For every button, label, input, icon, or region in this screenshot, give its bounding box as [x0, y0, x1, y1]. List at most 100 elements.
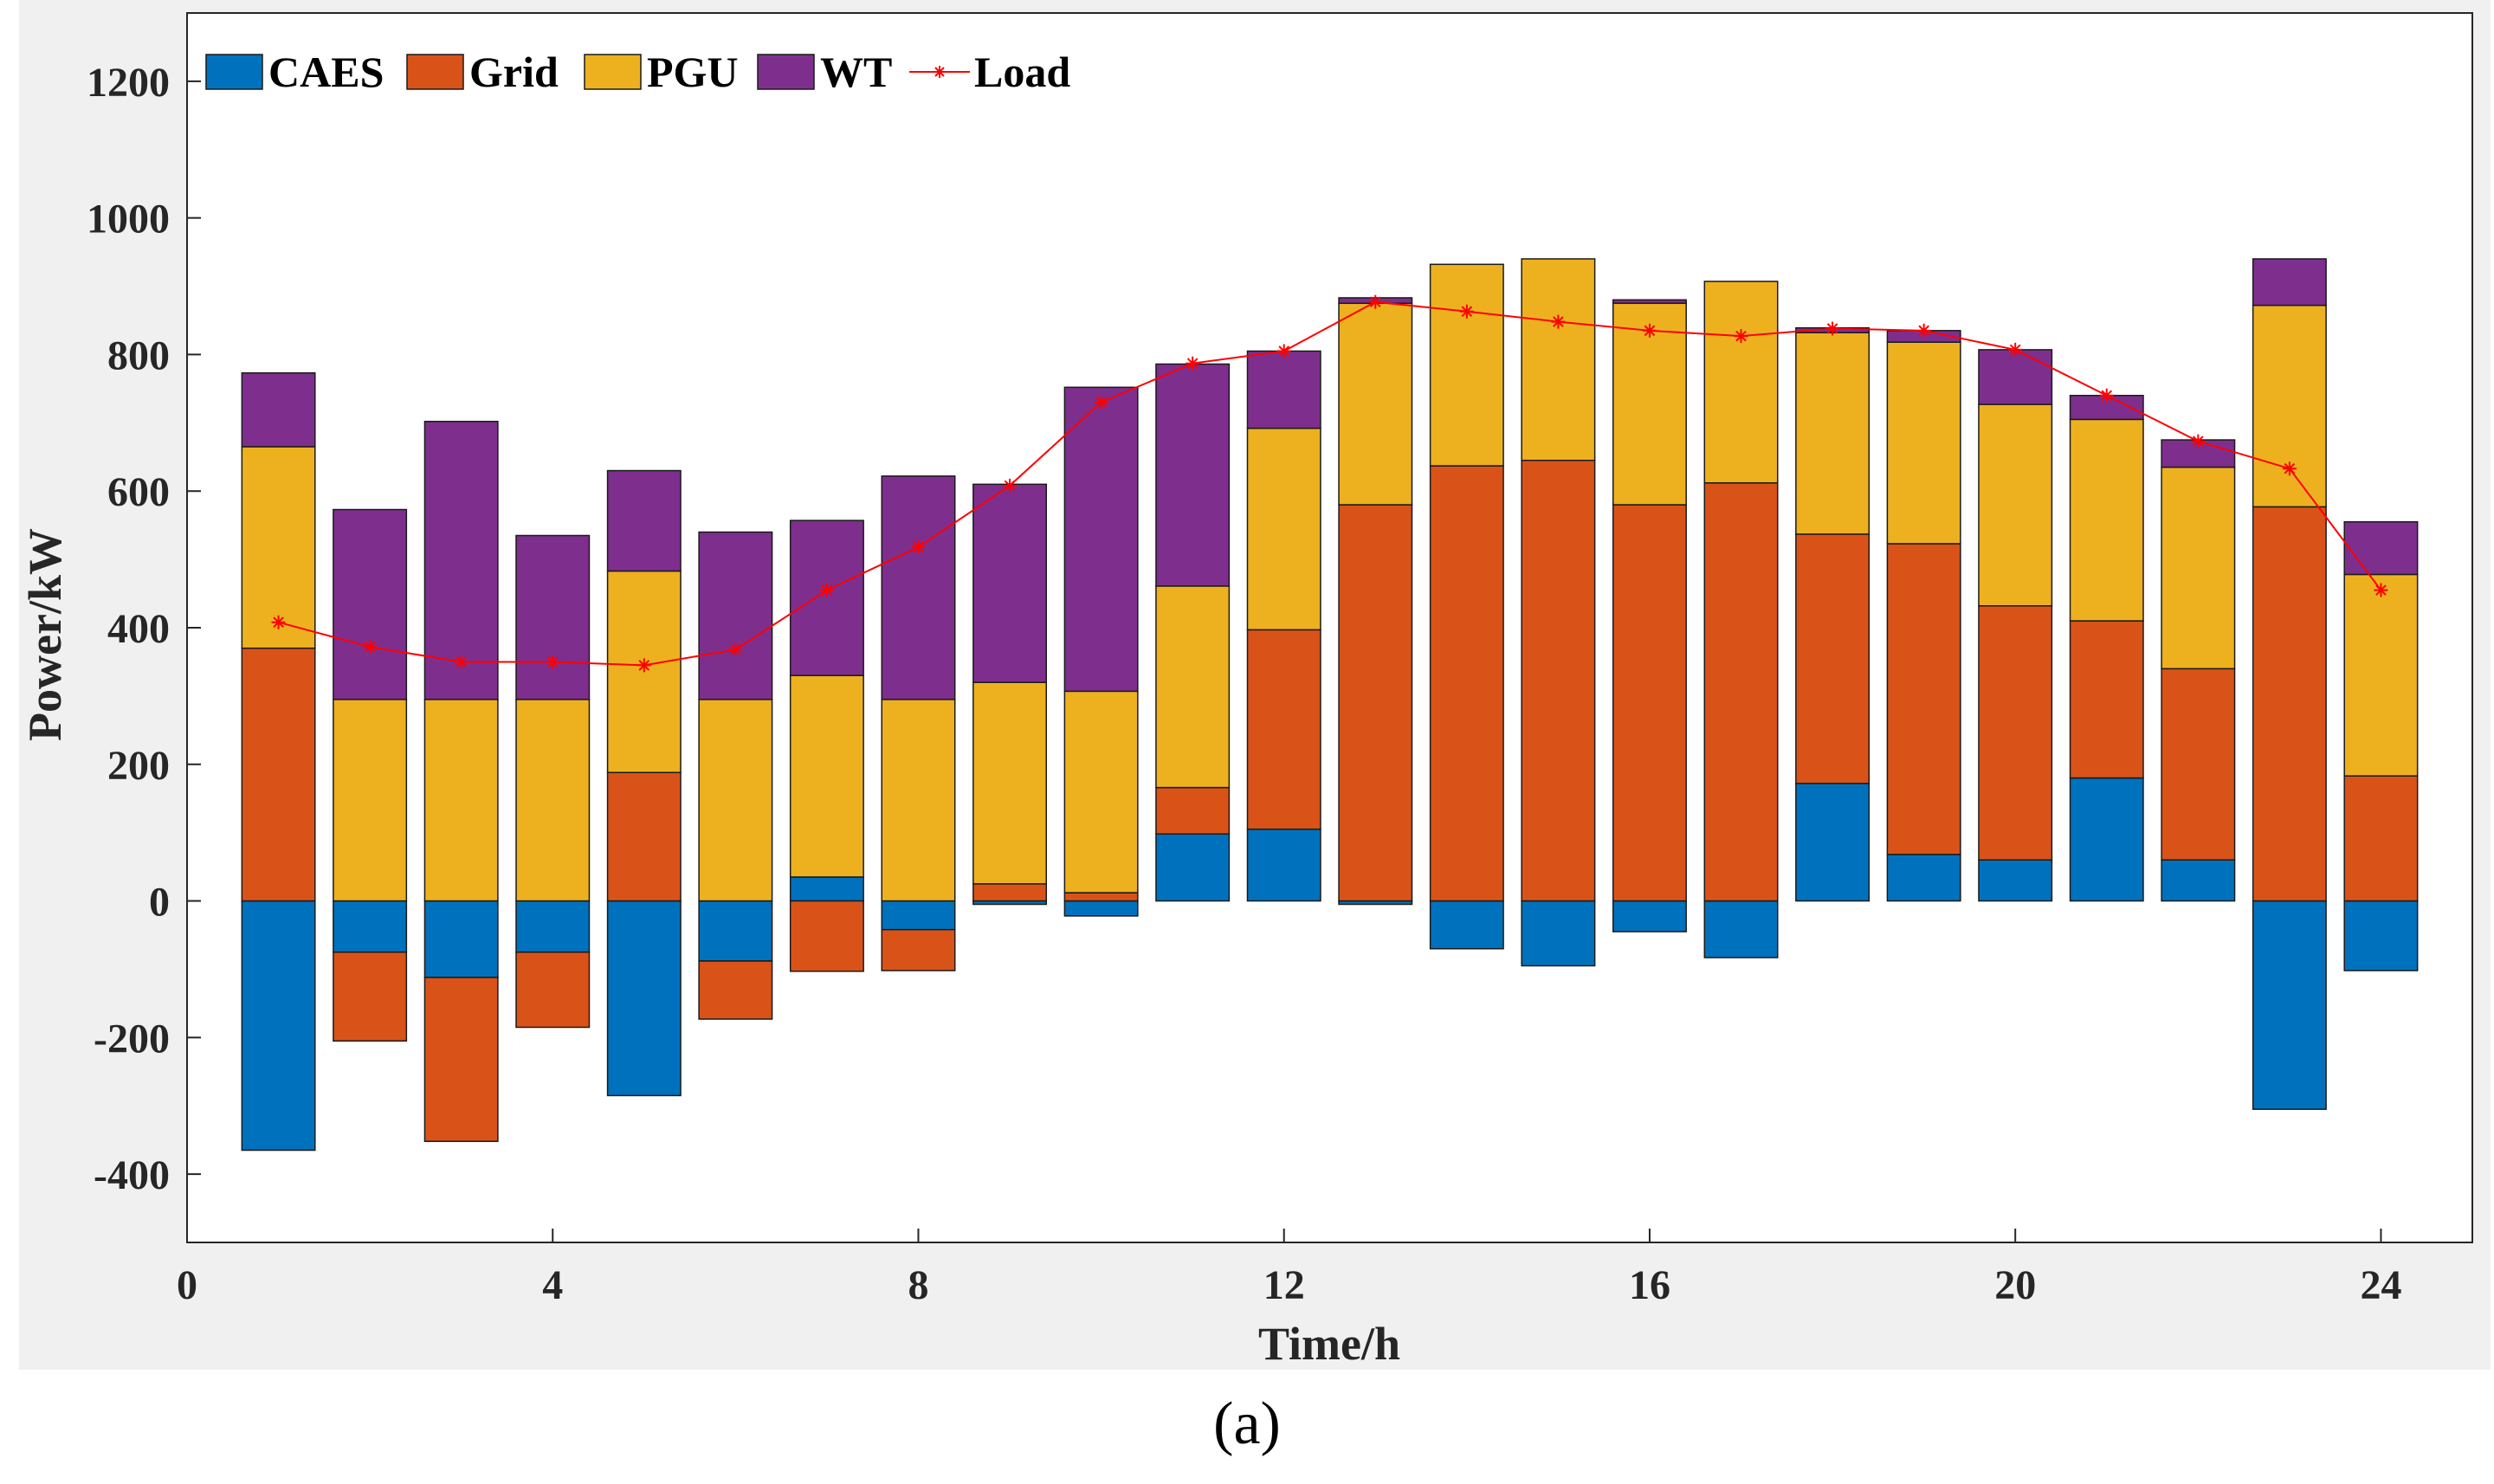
wt-legend-swatch	[757, 54, 815, 90]
bar-grid-h4	[515, 951, 591, 1029]
bar-grid-h16	[1612, 504, 1687, 902]
y-tick-label: 1200	[87, 60, 170, 106]
bar-pgu-h8	[881, 699, 956, 902]
grid-legend-label: Grid	[469, 48, 559, 96]
x-tick-label: 24	[2360, 1262, 2401, 1308]
bar-wt-h2	[333, 508, 408, 700]
bar-pgu-h10	[1063, 690, 1139, 894]
bars	[241, 258, 2419, 1152]
bar-caes-h14	[1429, 900, 1504, 950]
bar-pgu-h23	[2252, 304, 2327, 508]
bar-caes-h2	[333, 900, 408, 953]
load-point-h7	[819, 583, 834, 597]
tick-labels: 0 4 8 12 16 20 24 -400 -200 0 200 400 600 800 1000 1200	[87, 60, 2401, 1308]
bar-caes-h4	[515, 900, 591, 953]
bar-caes-h8	[881, 900, 956, 931]
bar-wt-h22	[2161, 439, 2236, 468]
load-point-h18	[1825, 321, 1840, 336]
bar-grid-h12	[1246, 629, 1321, 830]
bar-caes-h15	[1521, 900, 1596, 967]
bar-wt-h24	[2343, 520, 2419, 576]
y-tick-label: 400	[107, 606, 170, 652]
y-tick-label: 200	[107, 743, 170, 789]
y-axis-title: Power/kW	[19, 528, 71, 741]
bar-wt-h9	[972, 483, 1048, 683]
bar-caes-h23	[2252, 900, 2327, 1110]
load-point-h12	[1276, 344, 1291, 358]
load-point-h1	[271, 615, 286, 629]
bar-pgu-h3	[423, 699, 499, 902]
y-tick-label: 600	[107, 469, 170, 515]
bar-grid-h9	[972, 883, 1048, 902]
bar-wt-h11	[1155, 363, 1231, 587]
grid-legend-swatch	[406, 54, 464, 90]
bar-grid-h14	[1429, 465, 1504, 902]
bar-caes-h22	[2161, 859, 2236, 902]
wt-legend-label: WT	[820, 48, 892, 96]
bar-grid-h22	[2161, 668, 2236, 861]
bar-caes-h12	[1246, 828, 1321, 902]
x-tick-label: 20	[1994, 1262, 2036, 1308]
bar-caes-h20	[1978, 859, 2053, 902]
load-point-h11	[1186, 356, 1200, 371]
bar-caes-h11	[1155, 833, 1231, 902]
load-point-h5	[636, 658, 651, 673]
load-line	[271, 294, 2388, 673]
bar-wt-h7	[789, 519, 864, 676]
bar-wt-h8	[881, 475, 956, 700]
bar-caes-h24	[2343, 900, 2419, 971]
load-point-h10	[1094, 395, 1108, 410]
load-point-h19	[1916, 323, 1931, 338]
bar-wt-h20	[1978, 349, 2053, 405]
load-legend-marker	[934, 66, 946, 78]
bar-pgu-h22	[2161, 466, 2236, 670]
axis-ticks	[186, 80, 2382, 1242]
y-tick-label: -400	[94, 1152, 170, 1198]
bar-wt-h12	[1246, 350, 1321, 429]
caes-legend-swatch	[205, 54, 263, 90]
bar-grid-h5	[606, 771, 682, 902]
caes-legend-label: CAES	[268, 48, 384, 96]
load-polyline	[278, 300, 2382, 667]
bar-grid-h23	[2252, 506, 2327, 902]
bar-pgu-h24	[2343, 573, 2419, 777]
bar-pgu-h18	[1795, 332, 1870, 535]
bar-pgu-h19	[1886, 341, 1961, 545]
load-point-h15	[1551, 314, 1566, 329]
bar-wt-h1	[241, 371, 316, 448]
bar-grid-h1	[241, 647, 316, 902]
load-point-h24	[2374, 583, 2388, 597]
load-point-h23	[2282, 461, 2297, 476]
bar-wt-h6	[698, 531, 773, 700]
bar-caes-h5	[606, 900, 682, 1097]
x-tick-label: 12	[1263, 1262, 1305, 1308]
bar-wt-h5	[606, 469, 682, 572]
load-point-h20	[2008, 342, 2023, 357]
x-tick-label: 16	[1629, 1262, 1670, 1308]
bar-grid-h21	[2069, 620, 2144, 779]
bar-caes-h10	[1063, 900, 1139, 917]
load-point-h14	[1459, 304, 1474, 319]
figure-caption: (a)	[1213, 1390, 1281, 1457]
bar-pgu-h17	[1703, 281, 1779, 484]
bar-pgu-h20	[1978, 403, 2053, 607]
bar-grid-h2	[333, 951, 408, 1042]
load-point-h21	[2099, 388, 2114, 403]
bar-pgu-h21	[2069, 418, 2144, 622]
y-tick-label: -200	[94, 1016, 170, 1061]
load-point-h6	[728, 642, 743, 657]
bar-grid-h8	[881, 928, 956, 971]
bar-pgu-h13	[1338, 302, 1413, 506]
bar-pgu-h12	[1246, 427, 1321, 631]
bar-pgu-h4	[515, 699, 591, 902]
bar-pgu-h15	[1521, 258, 1596, 461]
bar-grid-h3	[423, 977, 499, 1142]
bar-grid-h24	[2343, 775, 2419, 902]
load-point-h3	[454, 655, 468, 669]
bar-caes-h18	[1795, 783, 1870, 902]
bar-caes-h17	[1703, 900, 1779, 958]
bar-grid-h6	[698, 960, 773, 1020]
bar-grid-h20	[1978, 605, 2053, 861]
chart: 0 4 8 12 16 20 24 -400 -200 0 200 400 600 800 1000 1200…	[19, 12, 2473, 1370]
load-point-h9	[1003, 478, 1018, 493]
